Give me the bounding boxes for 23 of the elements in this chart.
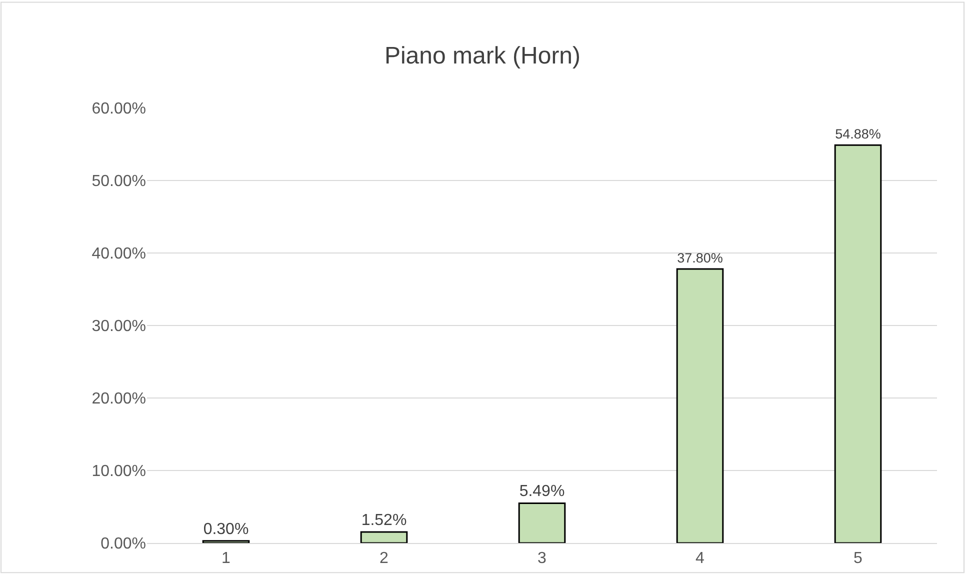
y-tick-label: 40.00% xyxy=(92,246,146,263)
bar xyxy=(676,268,724,543)
x-tick-label: 5 xyxy=(854,550,863,568)
bar xyxy=(518,502,566,543)
x-tick-label: 2 xyxy=(380,550,389,568)
y-tick-label: 20.00% xyxy=(92,390,146,408)
x-tick-label: 4 xyxy=(696,550,705,568)
y-tick-label: 10.00% xyxy=(92,463,146,480)
data-label: 37.80% xyxy=(677,250,723,266)
x-tick-label: 3 xyxy=(538,550,547,568)
bar xyxy=(360,531,408,543)
y-tick-label: 60.00% xyxy=(92,100,146,118)
data-label: 0.30% xyxy=(203,520,249,538)
bar xyxy=(202,540,250,543)
y-tick-label: 50.00% xyxy=(92,173,146,190)
chart-title: Piano mark (Horn) xyxy=(384,42,581,70)
y-tick-label: 30.00% xyxy=(92,318,146,336)
bar xyxy=(834,144,882,543)
data-label: 1.52% xyxy=(361,512,407,529)
data-label: 5.49% xyxy=(519,483,565,500)
y-tick-label: 0.00% xyxy=(100,536,146,553)
data-label: 54.88% xyxy=(835,126,881,142)
x-tick-label: 1 xyxy=(222,550,231,568)
